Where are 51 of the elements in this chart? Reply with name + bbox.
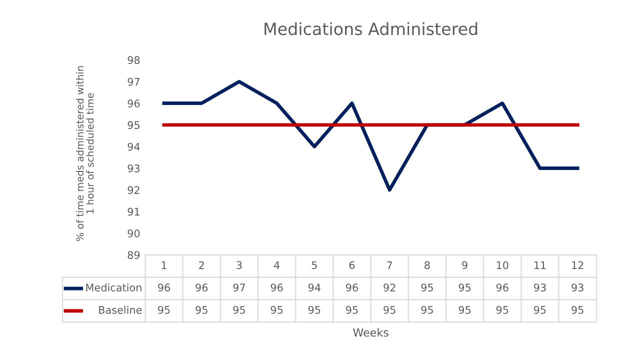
data-label: 96: [196, 284, 208, 292]
data-label: 95: [384, 306, 396, 314]
x-tick-label: 2: [199, 261, 204, 269]
x-tick-label: 3: [236, 261, 242, 270]
data-label: 95: [572, 306, 584, 314]
data-label: 93: [572, 284, 584, 292]
data-label: 97: [233, 284, 245, 292]
data-label: 96: [496, 284, 508, 292]
data-label: 96: [346, 284, 358, 292]
data-label: 95: [158, 306, 170, 314]
x-tick-label: 8: [424, 261, 430, 270]
data-label: 93: [534, 284, 546, 292]
data-label: 95: [346, 306, 358, 314]
data-label: 92: [384, 284, 396, 292]
legend-label: Medication: [86, 283, 142, 292]
y-axis-title: % of time meds administered within 1 hour of scheduled time: [76, 66, 94, 242]
y-tick-label: 92: [128, 186, 140, 194]
x-tick-label: 5: [312, 261, 317, 270]
data-label: 95: [196, 306, 208, 314]
y-tick-label: 98: [128, 56, 140, 64]
data-label: 96: [158, 284, 170, 292]
y-tick-label: 90: [128, 229, 140, 238]
x-tick-label: 6: [349, 261, 355, 270]
y-tick-label: 94: [128, 142, 140, 151]
y-tick-label: 89: [128, 251, 140, 259]
y-tick-label: 95: [128, 121, 140, 130]
x-tick-label: 11: [534, 261, 546, 269]
data-label: 95: [496, 306, 508, 314]
data-label: 95: [421, 306, 433, 314]
x-tick-label: 4: [274, 261, 280, 269]
x-tick-label: 12: [572, 261, 584, 269]
x-tick-label: 9: [462, 261, 468, 270]
data-label: 95: [534, 306, 546, 314]
y-tick-label: 93: [128, 164, 140, 172]
y-tick-label: 91: [128, 208, 140, 216]
text: Weeks: [353, 328, 388, 337]
x-tick-label: 10: [496, 261, 508, 270]
data-label: 95: [458, 306, 471, 314]
chart-title: Medications Administered: [264, 22, 478, 36]
data-label: 95: [233, 306, 245, 314]
data-label: 95: [308, 306, 320, 314]
data-label: 96: [270, 284, 283, 292]
y-tick-label: 97: [128, 78, 140, 86]
data-label: 95: [458, 284, 471, 292]
x-tick-label: 1: [162, 261, 166, 269]
legend-label: Baseline: [99, 306, 142, 314]
data-label: 95: [270, 306, 283, 314]
data-label: 95: [421, 284, 433, 292]
data-label: 94: [308, 284, 320, 292]
x-tick-label: 7: [387, 261, 392, 269]
y-tick-label: 96: [128, 100, 140, 108]
